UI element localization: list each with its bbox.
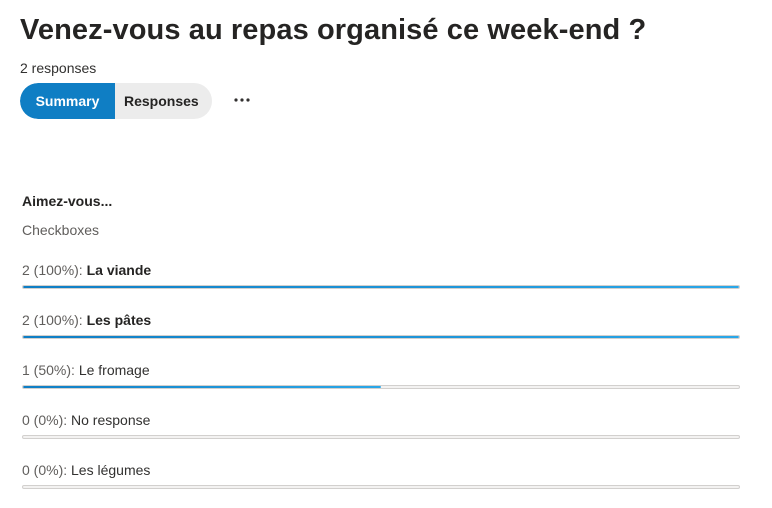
- option-row: 1 (50%): Le fromage: [22, 361, 740, 389]
- progress-bar-fill: [23, 336, 739, 338]
- option-label: 1 (50%): Le fromage: [22, 361, 740, 379]
- question-type: Checkboxes: [22, 222, 100, 238]
- option-name: Le fromage: [78, 362, 150, 378]
- option-name: La viande: [86, 262, 152, 278]
- progress-bar-track: [22, 335, 740, 339]
- option-stat: 0 (0%):: [22, 462, 72, 478]
- option-stat: 2 (100%):: [22, 262, 87, 278]
- progress-bar-track: [22, 485, 740, 489]
- option-row: 0 (0%): Les légumes: [22, 461, 740, 489]
- question-title: Aimez-vous...: [22, 193, 113, 209]
- option-row: 2 (100%): Les pâtes: [22, 311, 740, 339]
- progress-bar-fill: [23, 286, 739, 288]
- response-count: 2 responses: [20, 60, 97, 76]
- option-row: 2 (100%): La viande: [22, 261, 740, 289]
- progress-bar-fill: [23, 386, 381, 388]
- option-label: 2 (100%): La viande: [22, 261, 740, 279]
- progress-bar-track: [22, 385, 740, 389]
- option-row: 0 (0%): No response: [22, 411, 740, 439]
- progress-bar-track: [22, 285, 740, 289]
- form-title: Venez-vous au repas organisé ce week-end…: [20, 14, 647, 46]
- tab-responses[interactable]: Responses: [124, 93, 199, 109]
- more-options-button[interactable]: [232, 90, 252, 110]
- option-name: Les pâtes: [86, 312, 152, 328]
- option-label: 0 (0%): Les légumes: [22, 461, 740, 479]
- option-label: 0 (0%): No response: [22, 411, 740, 429]
- option-name: No response: [71, 412, 151, 428]
- view-tabs: Summary Responses: [20, 83, 212, 119]
- option-stat: 1 (50%):: [22, 362, 79, 378]
- option-name: Les légumes: [71, 462, 151, 478]
- tab-summary[interactable]: Summary: [20, 83, 115, 119]
- option-stat: 0 (0%):: [22, 412, 72, 428]
- option-label: 2 (100%): Les pâtes: [22, 311, 740, 329]
- progress-bar-track: [22, 435, 740, 439]
- more-horizontal-icon: [234, 98, 250, 102]
- option-stat: 2 (100%):: [22, 312, 87, 328]
